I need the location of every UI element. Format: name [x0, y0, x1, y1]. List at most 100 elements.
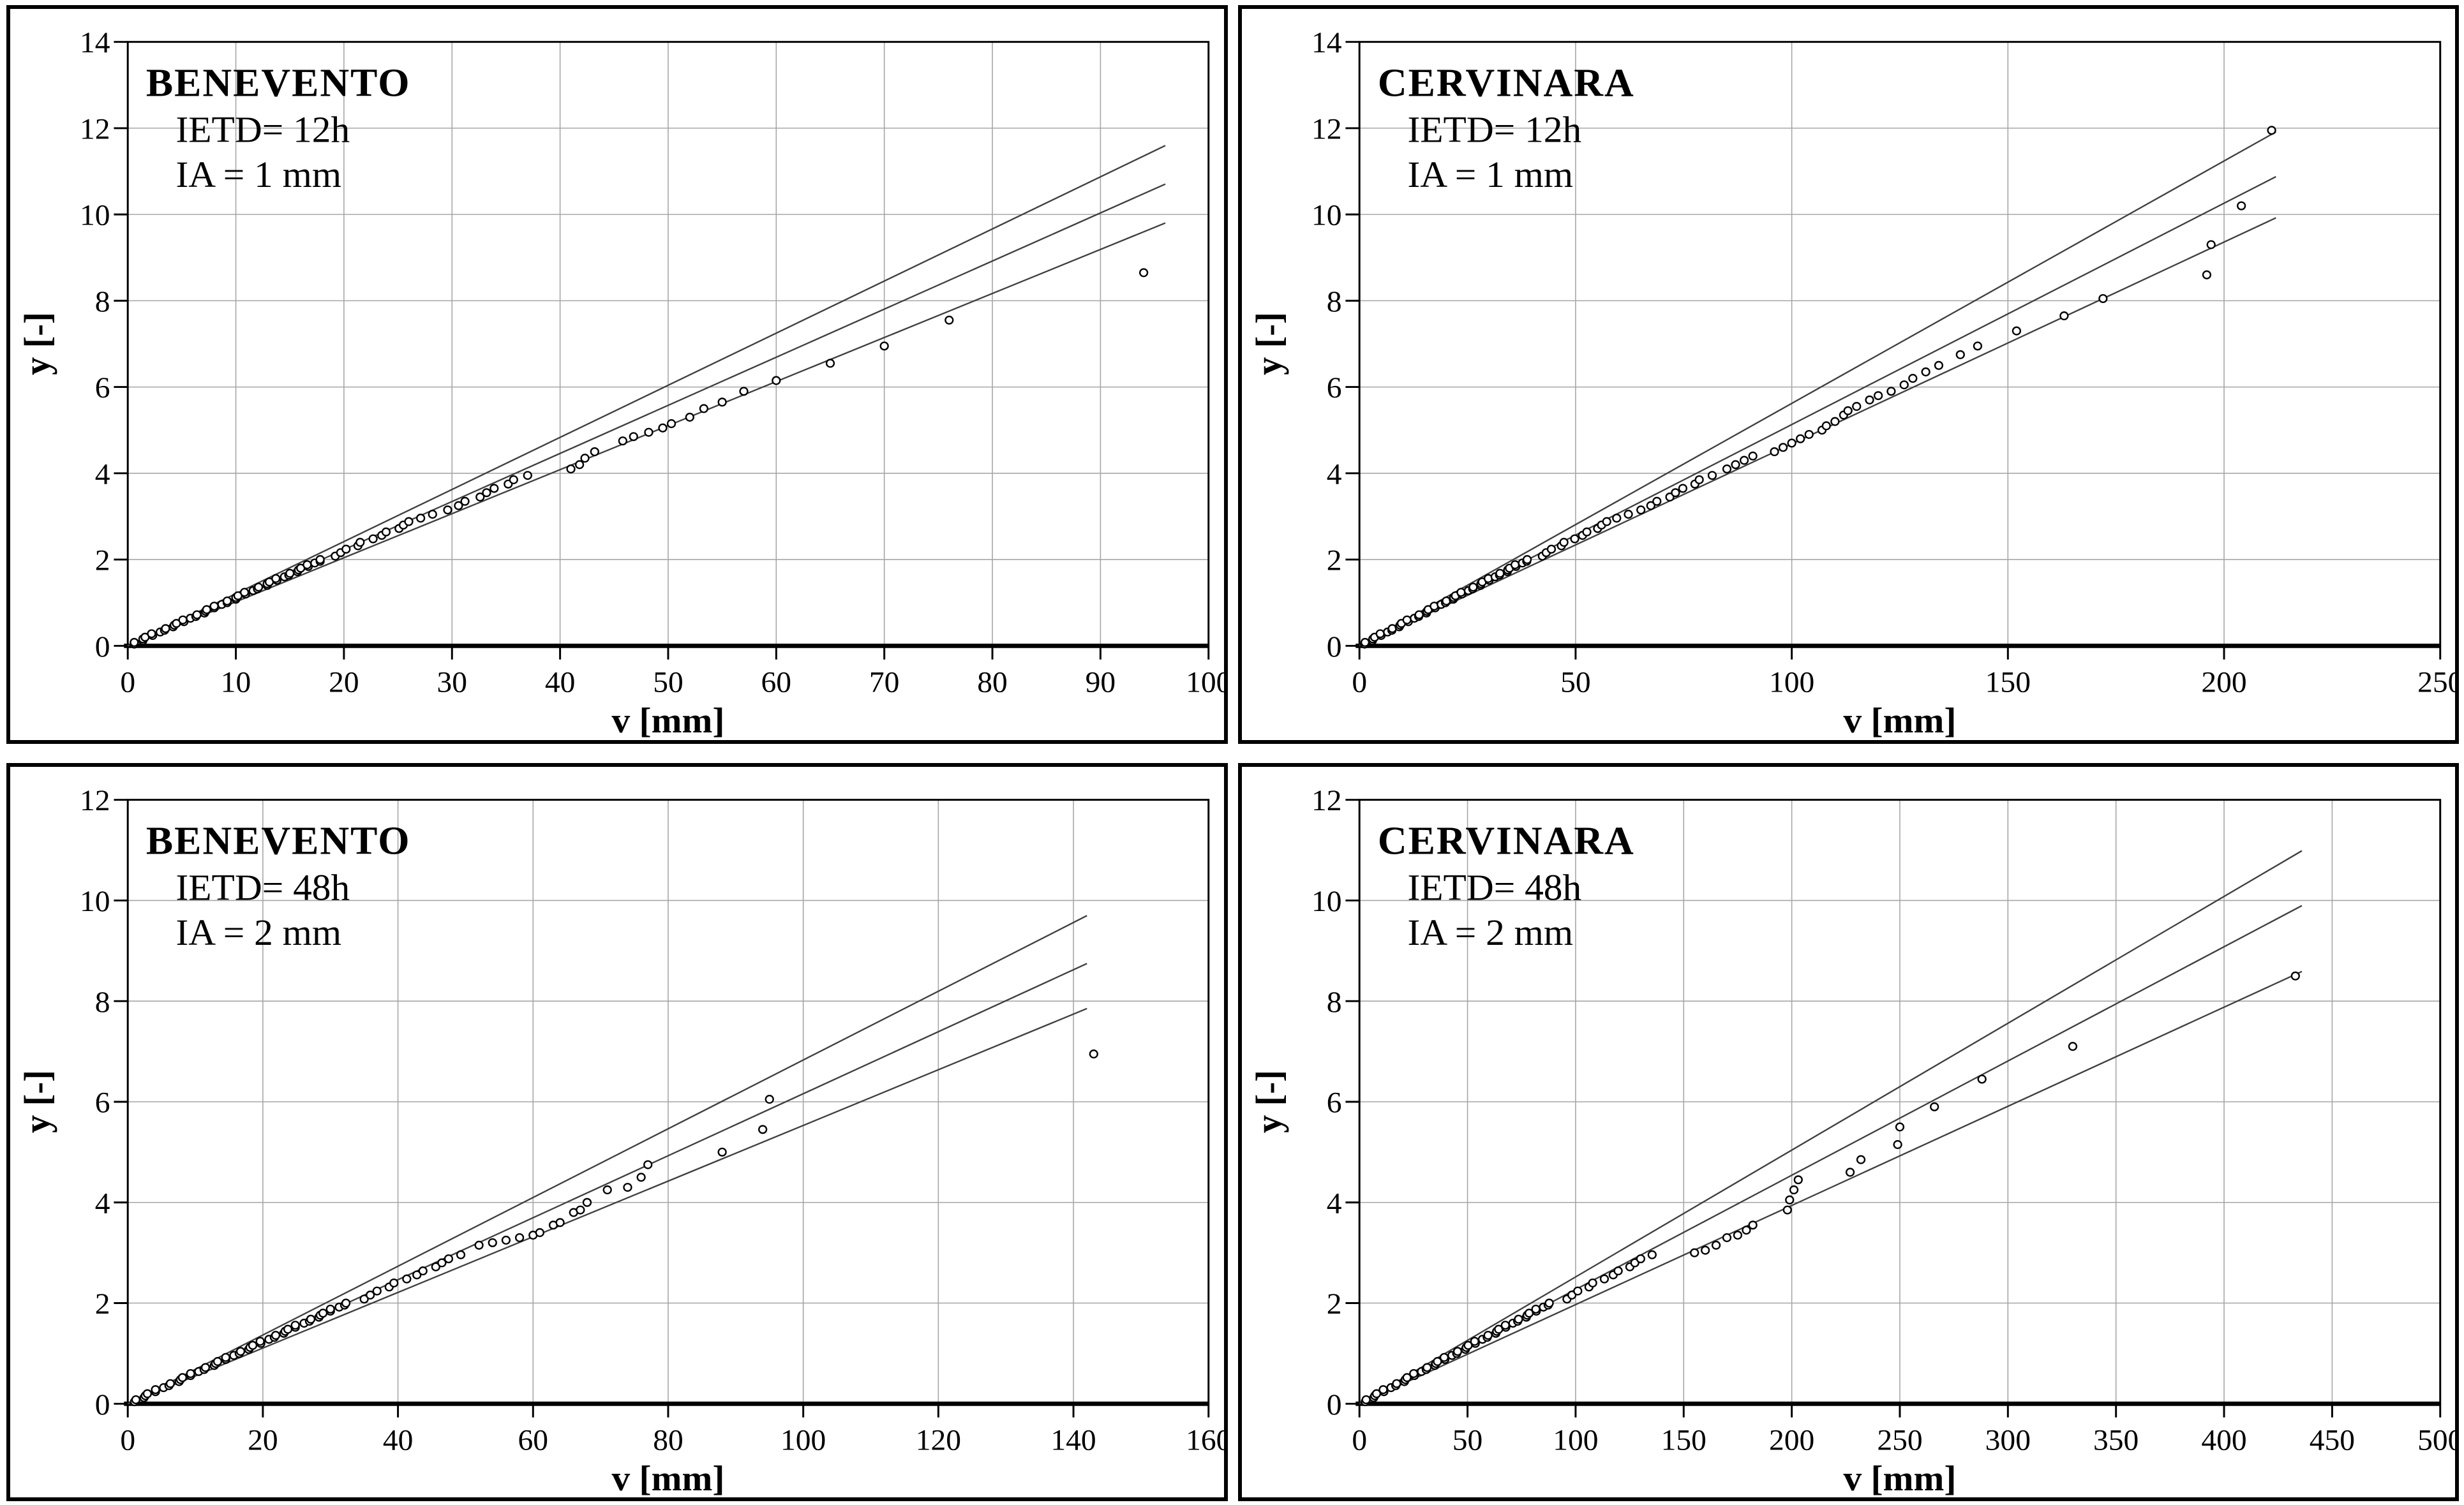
probability-plot-cervinara-ietd12: 0 50 100 150 200 250 0 2 4 6 8 10 12 14 CERVINARA IET…	[1249, 27, 2455, 740]
data-point	[629, 432, 638, 441]
data-point	[501, 1235, 511, 1245]
data-point	[1470, 1336, 1479, 1346]
data-point	[1830, 417, 1839, 426]
x-axis-title: v [mm]	[1843, 701, 1956, 739]
data-point	[1089, 1049, 1098, 1058]
x-tick-label: 80	[653, 1423, 683, 1457]
data-point	[1670, 488, 1680, 498]
data-point	[1546, 544, 1556, 554]
y-tick-label: 4	[1326, 1187, 1341, 1220]
data-point	[1636, 1254, 1645, 1263]
upper-confidence-line	[127, 145, 1166, 647]
data-point	[1636, 505, 1645, 515]
data-point	[1856, 1155, 1865, 1164]
x-tick-label: 0	[120, 666, 135, 699]
y-tick-label: 14	[1311, 27, 1341, 60]
data-point	[1741, 1225, 1751, 1234]
y-tick-label: 2	[95, 544, 110, 577]
y-axis-title: y [-]	[1249, 1070, 1289, 1133]
data-point	[1495, 568, 1504, 578]
data-point	[1804, 429, 1814, 439]
y-tick-label: 10	[1311, 199, 1341, 232]
data-point	[359, 1294, 369, 1303]
data-point	[1892, 1139, 1902, 1149]
data-point	[1581, 527, 1592, 537]
y-tick-label: 2	[1326, 544, 1341, 577]
data-point	[1694, 475, 1704, 484]
data-point	[142, 1388, 153, 1398]
x-tick-label: 120	[916, 1423, 961, 1457]
ia-label: IA = 2 mm	[175, 911, 341, 953]
x-tick-label: 500	[2417, 1423, 2455, 1457]
data-point	[1733, 1230, 1742, 1240]
x-tick-label: 150	[1661, 1423, 1706, 1457]
data-point	[1378, 1384, 1388, 1394]
data-point	[523, 471, 532, 480]
data-point	[341, 544, 351, 554]
data-point	[1739, 456, 1749, 465]
data-point	[402, 1274, 412, 1284]
data-point	[1391, 1379, 1401, 1388]
probability-plot-benevento-ietd48: 0 20 40 60 80 100 120 140 160 0 2 4 6 8 10 12 BENEVENTO…	[17, 784, 1223, 1497]
data-point	[460, 496, 470, 506]
data-point	[1572, 1286, 1582, 1296]
data-point	[412, 1270, 422, 1279]
data-point	[1786, 438, 1796, 448]
data-point	[1778, 443, 1788, 452]
data-point	[437, 1257, 447, 1267]
x-tick-label: 90	[1086, 666, 1116, 699]
data-point	[1955, 350, 1965, 359]
data-point	[1678, 484, 1687, 493]
data-point	[255, 1336, 265, 1346]
x-tick-label: 60	[518, 1423, 549, 1457]
y-tick-label: 12	[80, 113, 110, 146]
x-axis-title: v [mm]	[1843, 1458, 1956, 1497]
data-point	[315, 555, 325, 565]
data-point	[186, 1368, 195, 1378]
upper-confidence-line	[127, 914, 1087, 1404]
x-tick-label: 200	[1768, 1423, 1814, 1457]
y-tick-label: 12	[1311, 113, 1341, 146]
data-point	[368, 534, 378, 544]
data-point	[1895, 1122, 1904, 1131]
x-tick-label: 20	[329, 666, 359, 699]
x-tick-label: 450	[2309, 1423, 2354, 1457]
y-tick-label: 0	[1326, 630, 1341, 664]
data-point	[945, 315, 954, 325]
data-point	[178, 615, 188, 625]
data-point	[239, 588, 250, 597]
data-point	[772, 376, 781, 385]
data-point	[1361, 1395, 1371, 1404]
ia-label: IA = 2 mm	[1407, 911, 1573, 953]
data-point	[1452, 1346, 1462, 1356]
data-point	[235, 1346, 246, 1356]
upper-confidence-line	[1359, 131, 2276, 647]
data-point	[1513, 1314, 1523, 1324]
data-point	[147, 629, 156, 639]
data-point	[372, 1286, 382, 1296]
data-point	[666, 419, 676, 429]
data-point	[253, 582, 264, 592]
panel-benevento-ietd12: 0 10 20 30 40 50 60 70 80 90 100 0 2 4 6 8 10 12 14 BENEVE…	[6, 5, 1228, 744]
data-point	[2266, 126, 2276, 135]
data-point	[574, 460, 585, 470]
data-point	[1769, 447, 1779, 457]
data-point	[131, 1395, 141, 1404]
y-tick-label: 10	[80, 199, 110, 232]
x-axis-title: v [mm]	[611, 701, 724, 739]
data-point	[416, 514, 426, 523]
data-point	[2098, 293, 2107, 304]
data-point	[644, 427, 653, 437]
data-point	[1652, 496, 1661, 506]
upper-confidence-line	[1359, 850, 2303, 1404]
data-point	[685, 412, 694, 422]
data-point	[1439, 1353, 1449, 1362]
probability-plot-cervinara-ietd48: 050100150200250300350400450500024681012 …	[1249, 784, 2455, 1497]
data-point	[658, 423, 668, 433]
data-point	[636, 1172, 646, 1182]
x-tick-label: 20	[248, 1423, 278, 1457]
data-point	[1782, 1205, 1792, 1215]
y-tick-label: 8	[1326, 986, 1341, 1019]
data-point	[130, 637, 139, 647]
x-tick-label: 350	[2093, 1423, 2139, 1457]
